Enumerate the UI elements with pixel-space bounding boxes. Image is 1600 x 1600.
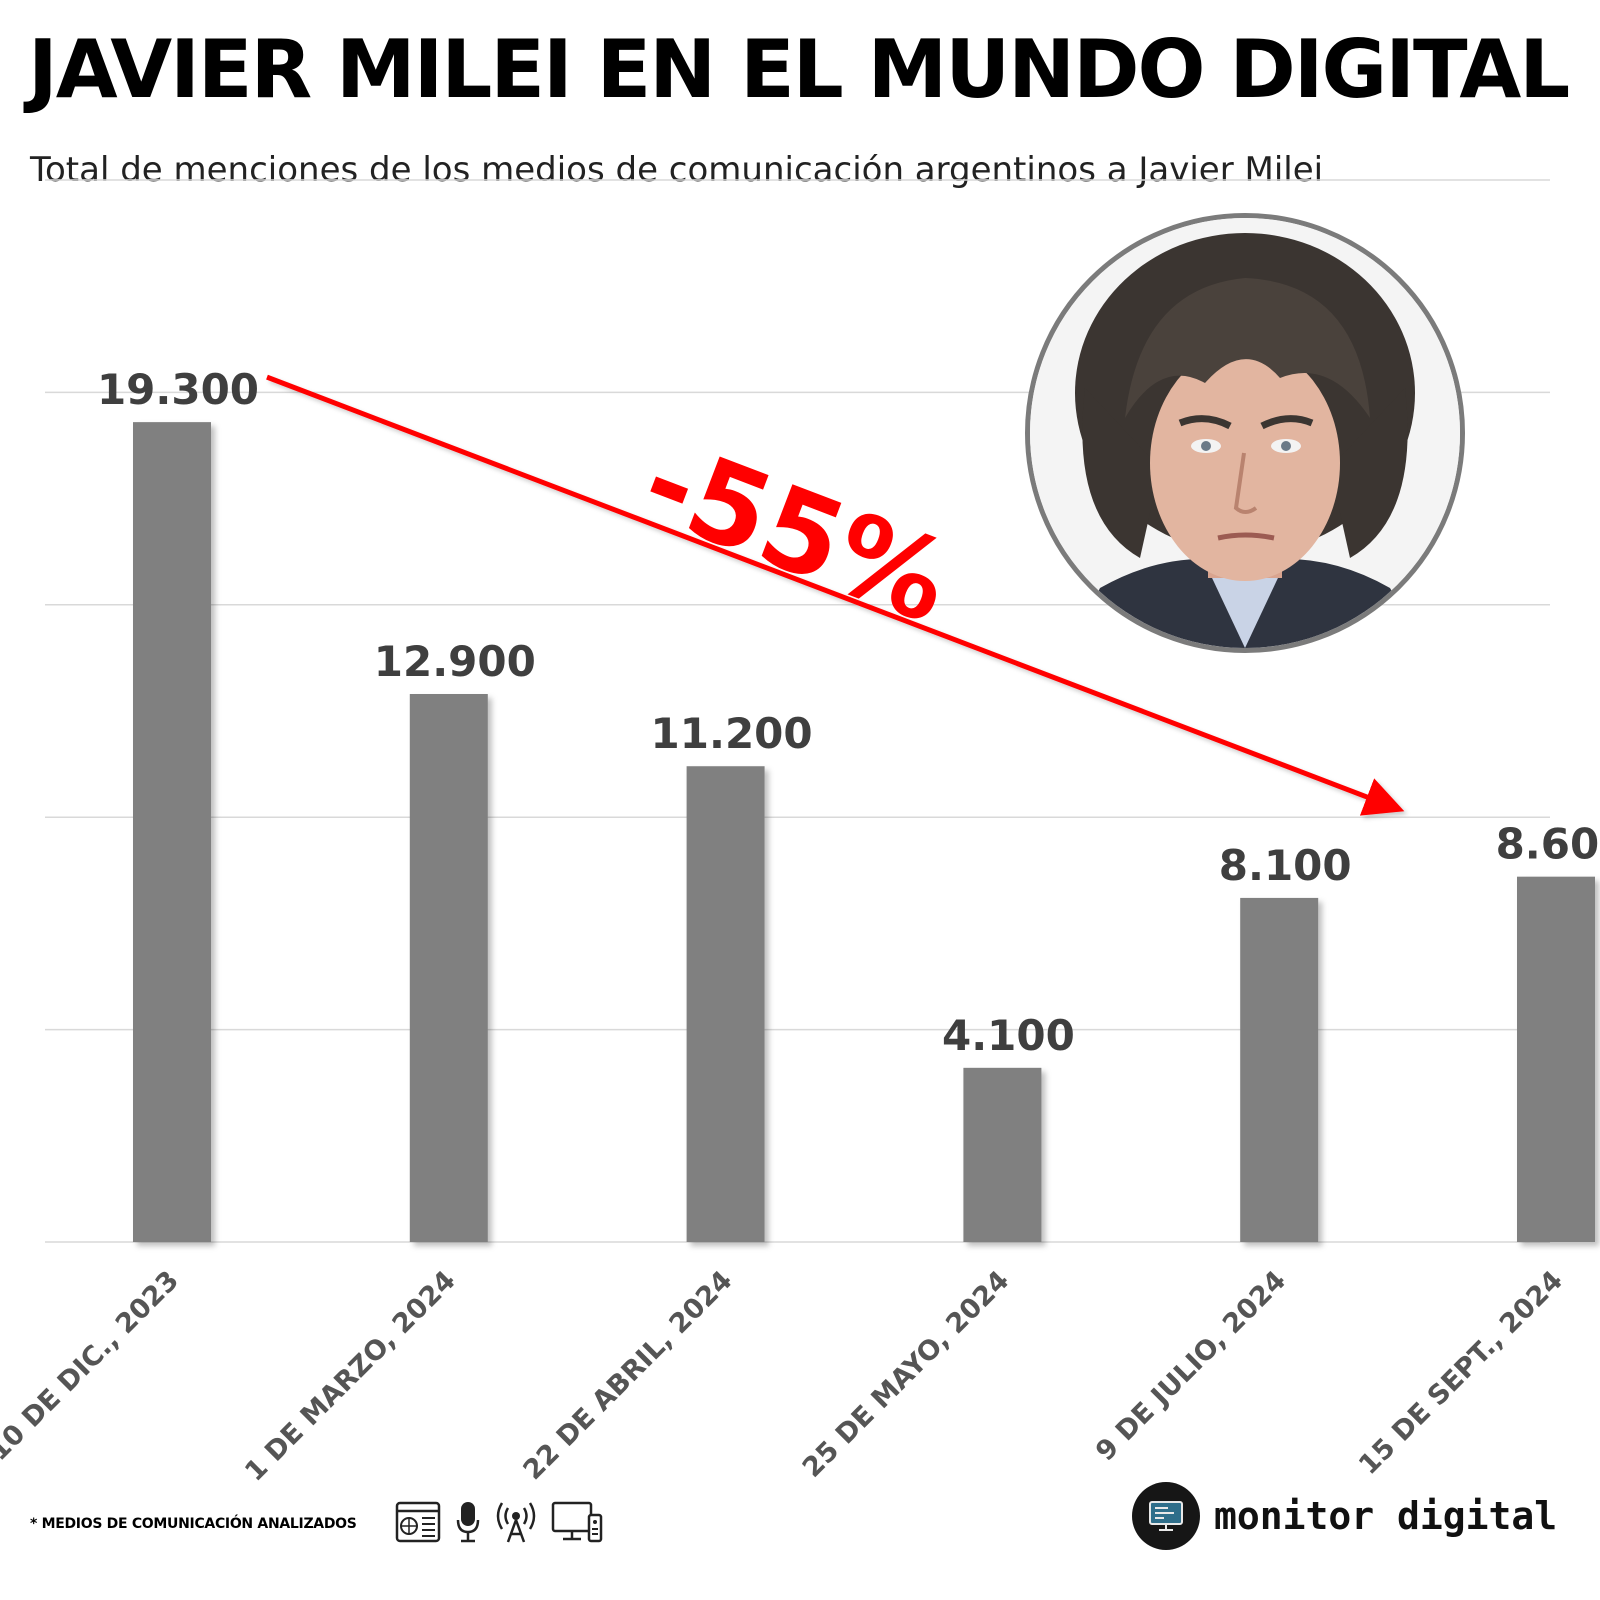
bar: [1517, 876, 1595, 1242]
brand-name: monitor digital: [1214, 1494, 1558, 1538]
x-tick-label: 9 DE JULIO, 2024: [1090, 1265, 1292, 1467]
footer-note: * MEDIOS DE COMUNICACIÓN ANALIZADOS: [30, 1516, 357, 1532]
bar: [686, 766, 765, 1242]
bar: [1240, 897, 1319, 1242]
monitor-logo-icon: [1132, 1482, 1200, 1550]
bar: [409, 694, 488, 1242]
x-tick-label: 1 DE MARZO, 2024: [239, 1265, 462, 1488]
x-tick-label: 22 DE ABRIL, 2024: [518, 1265, 739, 1486]
value-label: 8.600: [1496, 820, 1600, 869]
tv-monitor-icon: [551, 1501, 603, 1543]
value-label: 8.100: [1219, 841, 1352, 890]
trend-arrow: [266, 374, 1405, 816]
microphone-icon: [456, 1502, 480, 1543]
radio-antenna-icon: [496, 1502, 536, 1543]
bar: [963, 1067, 1042, 1242]
x-tick-label: 15 DE SEPT., 2024: [1353, 1265, 1569, 1481]
portrait-photo: [1025, 213, 1465, 653]
value-label: 19.300: [97, 365, 259, 414]
newspaper-icon: [395, 1501, 441, 1543]
value-label: 12.900: [374, 637, 536, 686]
value-label: 4.100: [942, 1011, 1075, 1060]
media-icons: [395, 1500, 603, 1544]
brand: monitor digital: [1132, 1482, 1557, 1550]
bar: [133, 422, 211, 1242]
x-tick-label: 25 DE MAYO, 2024: [797, 1265, 1016, 1484]
value-label: 11.200: [651, 709, 813, 758]
chart-title: JAVIER MILEI EN EL MUNDO DIGITAL: [28, 23, 1570, 116]
chart-subtitle: Total de menciones de los medios de comu…: [30, 150, 1324, 190]
percent-change-annotation: -55%: [626, 416, 966, 650]
x-tick-label: 10 DE DIC., 2023: [0, 1265, 185, 1467]
